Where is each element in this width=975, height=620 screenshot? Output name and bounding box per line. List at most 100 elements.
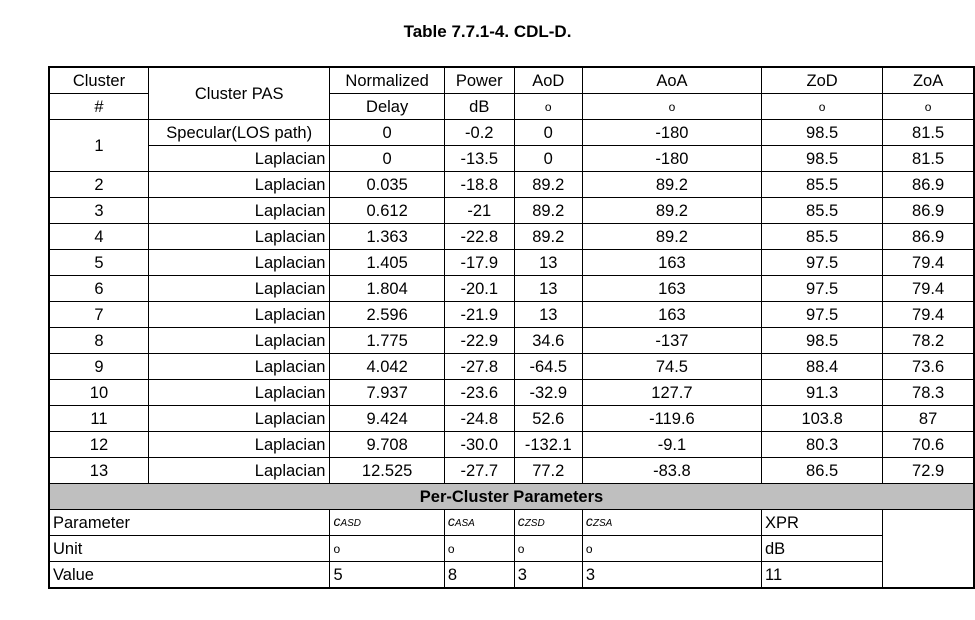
cell-cluster-num: 2 xyxy=(48,171,149,198)
header-row-2: # Delay dB o o o o xyxy=(48,93,975,120)
parameter-subscript: ZSD xyxy=(524,518,545,529)
per-cluster-value-cell: 8 xyxy=(443,561,515,589)
cell-aod: 52.6 xyxy=(513,405,583,432)
cell-aoa: -9.1 xyxy=(581,431,763,458)
cell-cluster-num: 4 xyxy=(48,223,149,250)
parameter-unit: o xyxy=(333,542,341,556)
cell-zod: 98.5 xyxy=(760,119,884,146)
cell-cluster-num: 8 xyxy=(48,327,149,354)
cell-zoa: 70.6 xyxy=(882,431,975,458)
cell-aoa: -180 xyxy=(581,145,763,172)
header-zoa-unit: o xyxy=(882,93,975,120)
per-cluster-unit-cell: o xyxy=(581,535,763,562)
cell-zoa: 78.3 xyxy=(882,379,975,406)
cell-power: -21 xyxy=(443,197,515,224)
cell-zoa: 73.6 xyxy=(882,353,975,380)
cell-aoa: 127.7 xyxy=(581,379,763,406)
cell-power: -27.7 xyxy=(443,457,515,484)
cell-aod: -64.5 xyxy=(513,353,583,380)
cell-cluster-pas: Laplacian xyxy=(147,275,331,302)
cell-zoa: 81.5 xyxy=(882,119,975,146)
cell-aod: -32.9 xyxy=(513,379,583,406)
cell-power: -27.8 xyxy=(443,353,515,380)
header-row-1: Cluster Cluster PAS Normalized Power AoD AoA Z… xyxy=(48,66,975,120)
per-cluster-value-cell: 3 xyxy=(513,561,583,589)
cell-delay: 0 xyxy=(329,145,445,172)
table-row: 2 Laplacian 0.035 -18.8 89.2 89.2 85.5 86.9 xyxy=(48,171,975,198)
cell-power: -0.2 xyxy=(443,119,515,146)
parameter-unit: o xyxy=(517,542,525,556)
cell-aoa: -180 xyxy=(581,119,763,146)
parameter-subscript: ASA xyxy=(454,518,475,529)
cell-cluster-num: 10 xyxy=(48,379,149,406)
cell-delay: 0 xyxy=(329,119,445,146)
cell-delay: 9.708 xyxy=(329,431,445,458)
cell-zod: 98.5 xyxy=(760,327,884,354)
cell-zod: 85.5 xyxy=(760,171,884,198)
cell-cluster-num: 7 xyxy=(48,301,149,328)
cell-power: -22.8 xyxy=(443,223,515,250)
cell-zoa: 86.9 xyxy=(882,223,975,250)
cell-delay: 1.405 xyxy=(329,249,445,276)
table-row: 5 Laplacian 1.405 -17.9 13 163 97.5 79.4 xyxy=(48,249,975,276)
cell-cluster-pas: Laplacian xyxy=(147,171,331,198)
cell-aod: 13 xyxy=(513,301,583,328)
parameter-value: 8 xyxy=(447,565,458,584)
cell-zod: 85.5 xyxy=(760,197,884,224)
cell-cluster-pas: Laplacian xyxy=(147,301,331,328)
table-row: 6 Laplacian 1.804 -20.1 13 163 97.5 79.4 xyxy=(48,275,975,302)
cell-zoa: 72.9 xyxy=(882,457,975,484)
parameter-symbol: XPR xyxy=(765,513,799,532)
per-cluster-heading: Per-Cluster Parameters xyxy=(48,483,975,510)
cell-cluster-pas: Laplacian xyxy=(147,327,331,354)
table-title: Table 7.7.1-4. CDL-D. xyxy=(403,22,572,41)
cell-delay: 0.612 xyxy=(329,197,445,224)
per-cluster-parameter-cell: cZSA xyxy=(581,509,763,536)
cell-aod: 77.2 xyxy=(513,457,583,484)
cell-aoa: 163 xyxy=(581,249,763,276)
header-delay: Normalized xyxy=(329,66,445,94)
header-delay-unit: Delay xyxy=(329,93,445,120)
cell-zoa: 86.9 xyxy=(882,197,975,224)
parameter-unit: dB xyxy=(765,539,786,558)
cell-zod: 103.8 xyxy=(760,405,884,432)
header-aod-unit: o xyxy=(513,93,583,120)
per-cluster-value-cell: 11 xyxy=(760,561,884,589)
cell-cluster-pas: Laplacian xyxy=(147,379,331,406)
cell-aoa: 89.2 xyxy=(581,223,763,250)
parameter-unit: o xyxy=(447,542,455,556)
table-row: 4 Laplacian 1.363 -22.8 89.2 89.2 85.5 86.9 xyxy=(48,223,975,250)
header-aoa: AoA xyxy=(581,66,763,94)
cell-power: -18.8 xyxy=(443,171,515,198)
per-cluster-parameter-row: Parameter cASD cASA cZSD cZSA XPR xyxy=(48,509,974,536)
cell-cluster-pas: Specular(LOS path) xyxy=(147,119,331,146)
per-cluster-value-cell: 5 xyxy=(329,561,445,589)
cell-power: -24.8 xyxy=(443,405,515,432)
cell-zoa: 87 xyxy=(882,405,975,432)
cell-delay: 1.363 xyxy=(329,223,445,250)
cell-cluster-pas: Laplacian xyxy=(147,457,331,484)
table-row: 12 Laplacian 9.708 -30.0 -132.1 -9.1 80.3 70.6 xyxy=(48,431,975,458)
cell-zod: 97.5 xyxy=(760,275,884,302)
header-zod: ZoD xyxy=(760,66,884,94)
parameter-symbol: c xyxy=(447,513,455,529)
cell-zod: 80.3 xyxy=(760,431,884,458)
cell-delay: 0.035 xyxy=(329,171,445,198)
cell-aod: 89.2 xyxy=(513,197,583,224)
per-cluster-parameter-cell: XPR xyxy=(760,509,884,536)
cell-zod: 98.5 xyxy=(760,145,884,172)
parameter-subscript: ASD xyxy=(340,518,361,529)
cell-aod: 0 xyxy=(513,119,583,146)
cell-power: -17.9 xyxy=(443,249,515,276)
cell-cluster-pas: Laplacian xyxy=(147,405,331,432)
cell-delay: 12.525 xyxy=(329,457,445,484)
cell-cluster-num: 6 xyxy=(48,275,149,302)
cell-cluster-num: 13 xyxy=(48,457,149,484)
header-zod-unit: o xyxy=(760,93,884,120)
header-power-unit: dB xyxy=(443,93,515,120)
parameter-symbol: c xyxy=(517,513,525,529)
cell-aod: 89.2 xyxy=(513,223,583,250)
cell-zod: 86.5 xyxy=(760,457,884,484)
table-row: 3 Laplacian 0.612 -21 89.2 89.2 85.5 86.9 xyxy=(48,197,975,224)
cell-aoa: -137 xyxy=(581,327,763,354)
